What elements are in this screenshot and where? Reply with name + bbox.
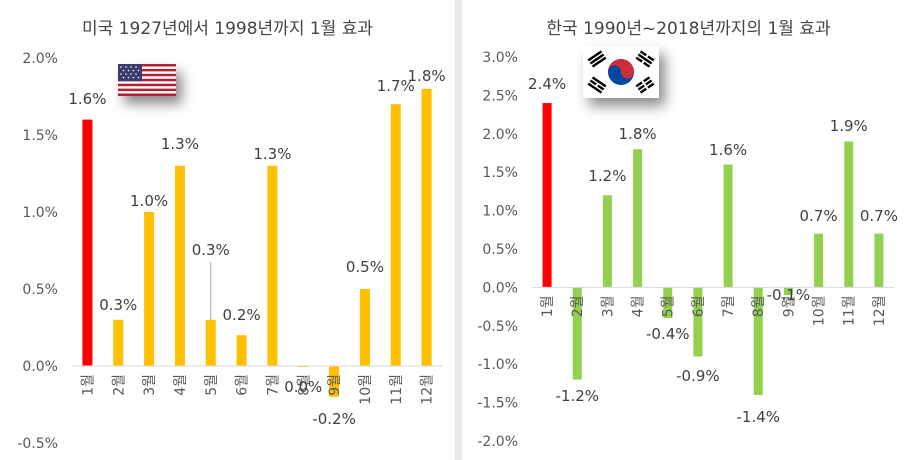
bar [329, 366, 340, 397]
x-tick-label: 11월 [389, 374, 405, 405]
data-label: -0.9% [676, 367, 720, 385]
data-label: 1.8% [408, 67, 446, 85]
bar [236, 335, 247, 366]
y-tick-label: -2.0% [477, 434, 518, 450]
data-label: -0.1% [767, 286, 811, 304]
chart-us: -0.5% 0.0% 0.5% 1.0% 1.5% 2.0% 1월 2월 3월 4월 5월 6월 7월 8… [17, 51, 446, 452]
chart-panel-korea: 한국 1990년~2018년까지의 1월 효과 -2.0% -1.5% -1.0% -… [462, 0, 915, 460]
x-tick-label: 4월 [173, 374, 189, 396]
x-tick-label: 5월 [204, 374, 220, 396]
x-tick-label: 2월 [111, 374, 127, 396]
x-tick-label: 1월 [80, 374, 96, 396]
data-label: 0.7% [860, 207, 898, 225]
data-label: 0.2% [223, 306, 261, 324]
x-tick-label: 5월 [661, 295, 677, 317]
chart-panel-us: 미국 1927년에서 1998년까지 1월 효과 -0.5% 0.0% 0.5% 1.… [0, 0, 455, 460]
data-label: 1.2% [588, 167, 626, 185]
y-tick-label: 0.5% [22, 282, 58, 298]
data-label: 1.3% [161, 135, 199, 153]
data-label: 0.5% [346, 258, 384, 276]
bar [814, 233, 824, 288]
x-tick-label: 7월 [721, 295, 737, 317]
bar [421, 88, 432, 367]
bar [572, 287, 582, 380]
data-label: 1.6% [68, 90, 106, 108]
bar [633, 149, 643, 288]
y-tick-label: -0.5% [477, 319, 518, 335]
x-tick-label: 12월 [420, 374, 436, 405]
bar [359, 289, 370, 366]
data-label: -0.4% [646, 325, 690, 343]
y-tick-label: -0.5% [17, 436, 58, 452]
data-label: 1.9% [830, 117, 868, 135]
data-label: 0.0% [284, 378, 322, 396]
bar [693, 287, 703, 357]
y-tick-label: 1.5% [482, 165, 518, 181]
y-tick-label: 2.0% [22, 51, 58, 67]
y-tick-label: 1.5% [22, 128, 58, 144]
bar [205, 319, 216, 366]
us-flag-icon [118, 64, 176, 96]
bar [174, 165, 185, 366]
bar [542, 103, 552, 288]
data-label: 1.3% [253, 145, 291, 163]
y-tick-label: 0.0% [482, 280, 518, 296]
x-tick-label: 9월 [781, 295, 797, 317]
x-tick-label: 2월 [570, 295, 586, 317]
bar [602, 195, 612, 288]
bar [144, 212, 155, 366]
x-tick-label: 9월 [327, 374, 343, 396]
chart-title-us: 미국 1927년에서 1998년까지 1월 효과 [82, 19, 373, 39]
data-label: 2.4% [528, 75, 566, 93]
data-label: 1.8% [619, 125, 657, 143]
x-tick-label: 4월 [631, 295, 647, 317]
bar [844, 141, 854, 288]
data-label: 1.7% [377, 77, 415, 95]
x-tick-label: 3월 [142, 374, 158, 396]
y-tick-label: 2.0% [482, 127, 518, 143]
data-label: 0.7% [800, 207, 838, 225]
x-tick-label: 3월 [600, 295, 616, 317]
x-tick-label: 10월 [812, 295, 828, 326]
data-label: 0.3% [99, 296, 137, 314]
data-label: -0.2% [312, 410, 356, 428]
data-label: -1.2% [555, 387, 599, 405]
x-tick-label: 10월 [358, 374, 374, 405]
bar [723, 164, 733, 288]
bar [874, 233, 884, 288]
data-label: -1.4% [736, 408, 780, 426]
bar [113, 319, 124, 366]
x-tick-label: 11월 [842, 295, 858, 326]
data-label: 1.6% [709, 141, 747, 159]
bar [390, 104, 401, 366]
bar [783, 287, 793, 296]
data-label: 0.3% [192, 241, 230, 259]
y-tick-label: 2.5% [482, 88, 518, 104]
bar [663, 287, 673, 319]
data-label: 1.0% [130, 192, 168, 210]
y-tick-label: 1.0% [22, 205, 58, 221]
korea-flag-icon [583, 46, 659, 98]
chart-title-korea: 한국 1990년~2018년까지의 1월 효과 [546, 19, 831, 39]
y-tick-label: -1.0% [477, 357, 518, 373]
bar [753, 287, 763, 395]
x-tick-label: 7월 [265, 374, 281, 396]
chart-korea: -2.0% -1.5% -1.0% -0.5% 0.0% 0.5% 1.0% 1.5% 2.0%… [477, 50, 898, 450]
y-tick-label: 0.0% [22, 359, 58, 375]
x-tick-label: 8월 [751, 295, 767, 317]
y-tick-label: -1.5% [477, 396, 518, 412]
x-tick-label: 6월 [235, 374, 251, 396]
x-tick-label: 6월 [691, 295, 707, 317]
x-tick-label: 8월 [296, 374, 312, 396]
x-tick-label: 1월 [540, 295, 556, 317]
x-tick-label: 12월 [872, 295, 888, 326]
bar [267, 165, 278, 366]
y-tick-label: 1.0% [482, 204, 518, 220]
y-tick-label: 0.5% [482, 242, 518, 258]
bar [82, 119, 93, 366]
y-tick-label: 3.0% [482, 50, 518, 66]
